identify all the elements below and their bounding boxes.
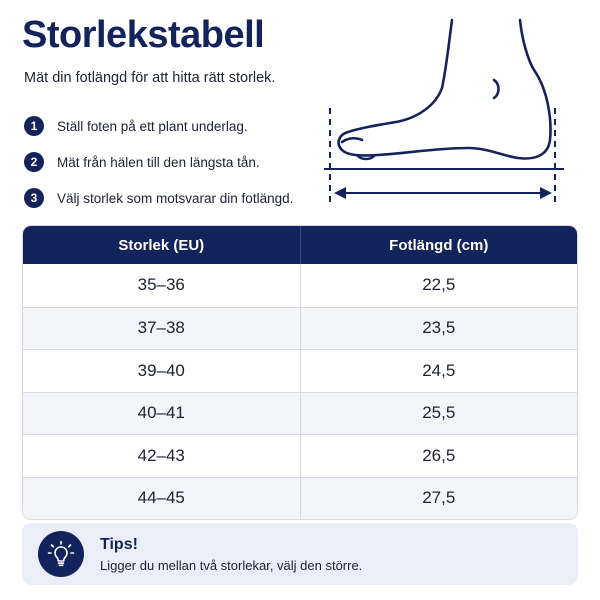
table-row: 44–45 27,5: [23, 476, 578, 519]
step-text: Mät från hälen till den längsta tån.: [57, 154, 260, 170]
size-cell: 39–40: [137, 360, 185, 380]
size-table: Storlek (EU) Fotlängd (cm) 35–36 22,5 37…: [22, 225, 578, 520]
table-header: Storlek (EU) Fotlängd (cm): [23, 226, 577, 264]
step-2: 2 Mät från hälen till den längsta tån.: [24, 144, 293, 180]
page-subtitle: Mät din fotlängd för att hitta rätt stor…: [24, 70, 276, 86]
step-text: Välj storlek som motsvarar din fotlängd.: [57, 190, 294, 206]
page-title: Storlekstabell: [22, 14, 265, 56]
size-cell: 42–43: [137, 445, 185, 465]
tips-box: Tips! Ligger du mellan två storlekar, vä…: [22, 523, 578, 585]
step-3: 3 Välj storlek som motsvarar din fotläng…: [24, 180, 293, 216]
tips-text: Ligger du mellan två storlekar, välj den…: [100, 557, 363, 573]
step-1: 1 Ställ foten på ett plant underlag.: [24, 108, 293, 144]
step-number-badge: 3: [24, 188, 44, 208]
foot-length-cell: 27,5: [299, 477, 578, 519]
foot-length-cell: 26,5: [299, 435, 578, 477]
column-header-size: Storlek (EU): [118, 236, 205, 254]
table-body: 35–36 22,5 37–38 23,5 39–40 24,5 40–41 2…: [23, 264, 577, 519]
size-cell: 40–41: [137, 403, 185, 423]
column-header-foot-length: Fotlängd (cm): [299, 226, 578, 264]
foot-length-cell: 22,5: [299, 264, 578, 307]
size-cell: 35–36: [137, 275, 185, 295]
instruction-steps: 1 Ställ foten på ett plant underlag. 2 M…: [24, 108, 293, 216]
step-number-badge: 1: [24, 116, 44, 136]
table-row: 37–38 23,5: [23, 306, 578, 349]
foot-length-cell: 23,5: [299, 307, 578, 349]
table-row: 40–41 25,5: [23, 391, 578, 434]
foot-measure-icon: [324, 18, 564, 206]
size-cell: 37–38: [137, 318, 185, 338]
tips-content: Tips! Ligger du mellan två storlekar, vä…: [100, 536, 362, 573]
table-row: 35–36 22,5: [23, 264, 577, 307]
lightbulb-icon: [38, 531, 84, 577]
tips-title: Tips!: [100, 535, 138, 553]
foot-length-cell: 24,5: [299, 350, 578, 392]
step-number-badge: 2: [24, 152, 44, 172]
size-cell: 44–45: [137, 488, 185, 508]
table-row: 42–43 26,5: [23, 434, 577, 477]
step-text: Ställ foten på ett plant underlag.: [57, 118, 248, 134]
table-row: 39–40 24,5: [23, 349, 577, 392]
foot-length-cell: 25,5: [299, 392, 578, 434]
